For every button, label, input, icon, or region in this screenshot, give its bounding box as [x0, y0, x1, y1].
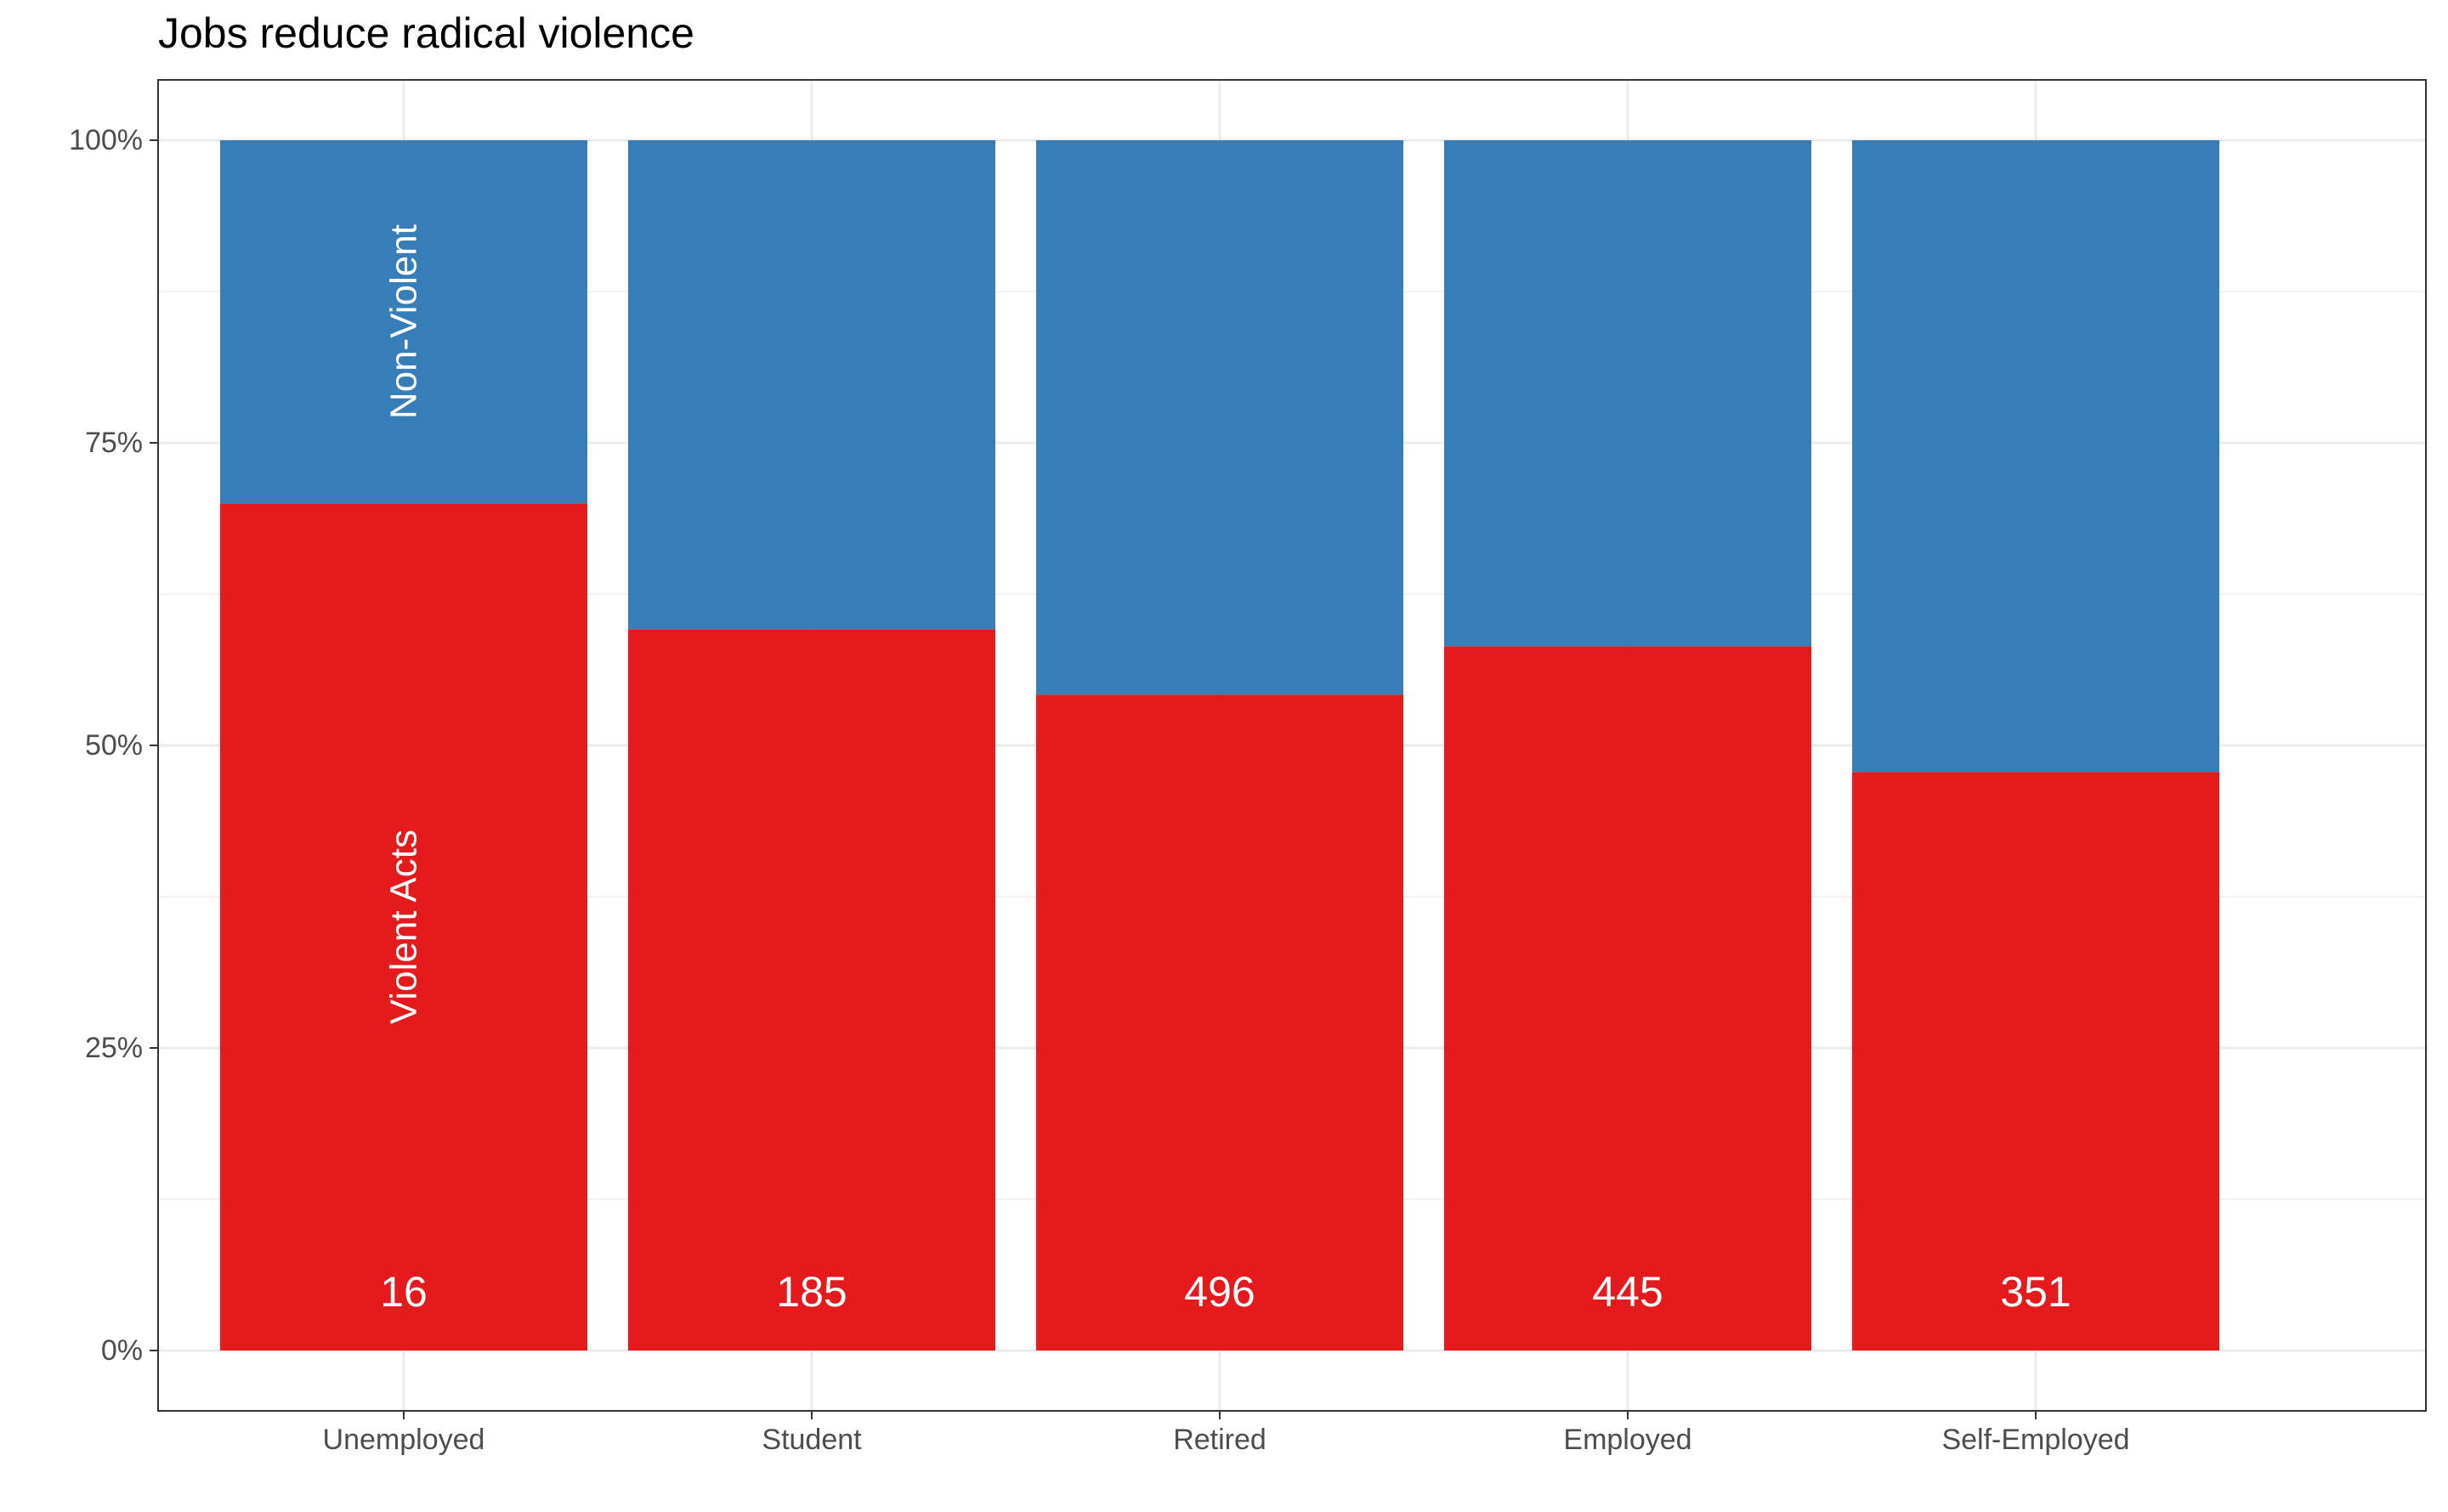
- bar-count-label: 185: [776, 1268, 847, 1316]
- bar-violent-acts: [1036, 694, 1403, 1351]
- bar-count-label: 16: [380, 1268, 428, 1316]
- x-tick-label: Student: [762, 1424, 862, 1456]
- bar-non-violent: [1444, 140, 1811, 647]
- bar-violent-acts: [1444, 646, 1811, 1351]
- bar-violent-acts: [628, 629, 995, 1351]
- bar-count-label: 496: [1184, 1268, 1255, 1316]
- x-tick-label: Employed: [1563, 1424, 1692, 1456]
- y-tick-label: 0%: [101, 1334, 143, 1367]
- y-tick-label: 75%: [85, 427, 143, 459]
- chart-title: Jobs reduce radical violence: [158, 9, 694, 57]
- y-tick-label: 100%: [69, 124, 143, 156]
- y-axis: 0% 25% 50% 75% 100%: [69, 124, 158, 1367]
- segment-label-non-violent: Non-Violent: [383, 224, 425, 419]
- x-tick-label: Unemployed: [323, 1424, 485, 1456]
- bar-labels: 16 185 496 445 351 Violent Acts Non-Violent: [380, 224, 2071, 1316]
- bar-violent-acts: [1852, 772, 2219, 1351]
- bar-non-violent: [220, 140, 587, 504]
- x-axis: Unemployed Student Retired Employed Self-Emp…: [323, 1411, 2130, 1456]
- segment-label-violent-acts: Violent Acts: [383, 830, 425, 1024]
- x-tick-label: Retired: [1173, 1424, 1266, 1456]
- x-tick-label: Self-Employed: [1941, 1424, 2129, 1456]
- y-tick-label: 50%: [85, 729, 143, 762]
- bar-non-violent: [1852, 140, 2219, 773]
- bar-violent-acts: [220, 503, 587, 1351]
- bar-non-violent: [1036, 140, 1403, 695]
- bar-count-label: 351: [2000, 1268, 2071, 1316]
- bar-count-label: 445: [1592, 1268, 1663, 1316]
- y-tick-label: 25%: [85, 1032, 143, 1064]
- bars: [220, 140, 2219, 1351]
- bar-non-violent: [628, 140, 995, 630]
